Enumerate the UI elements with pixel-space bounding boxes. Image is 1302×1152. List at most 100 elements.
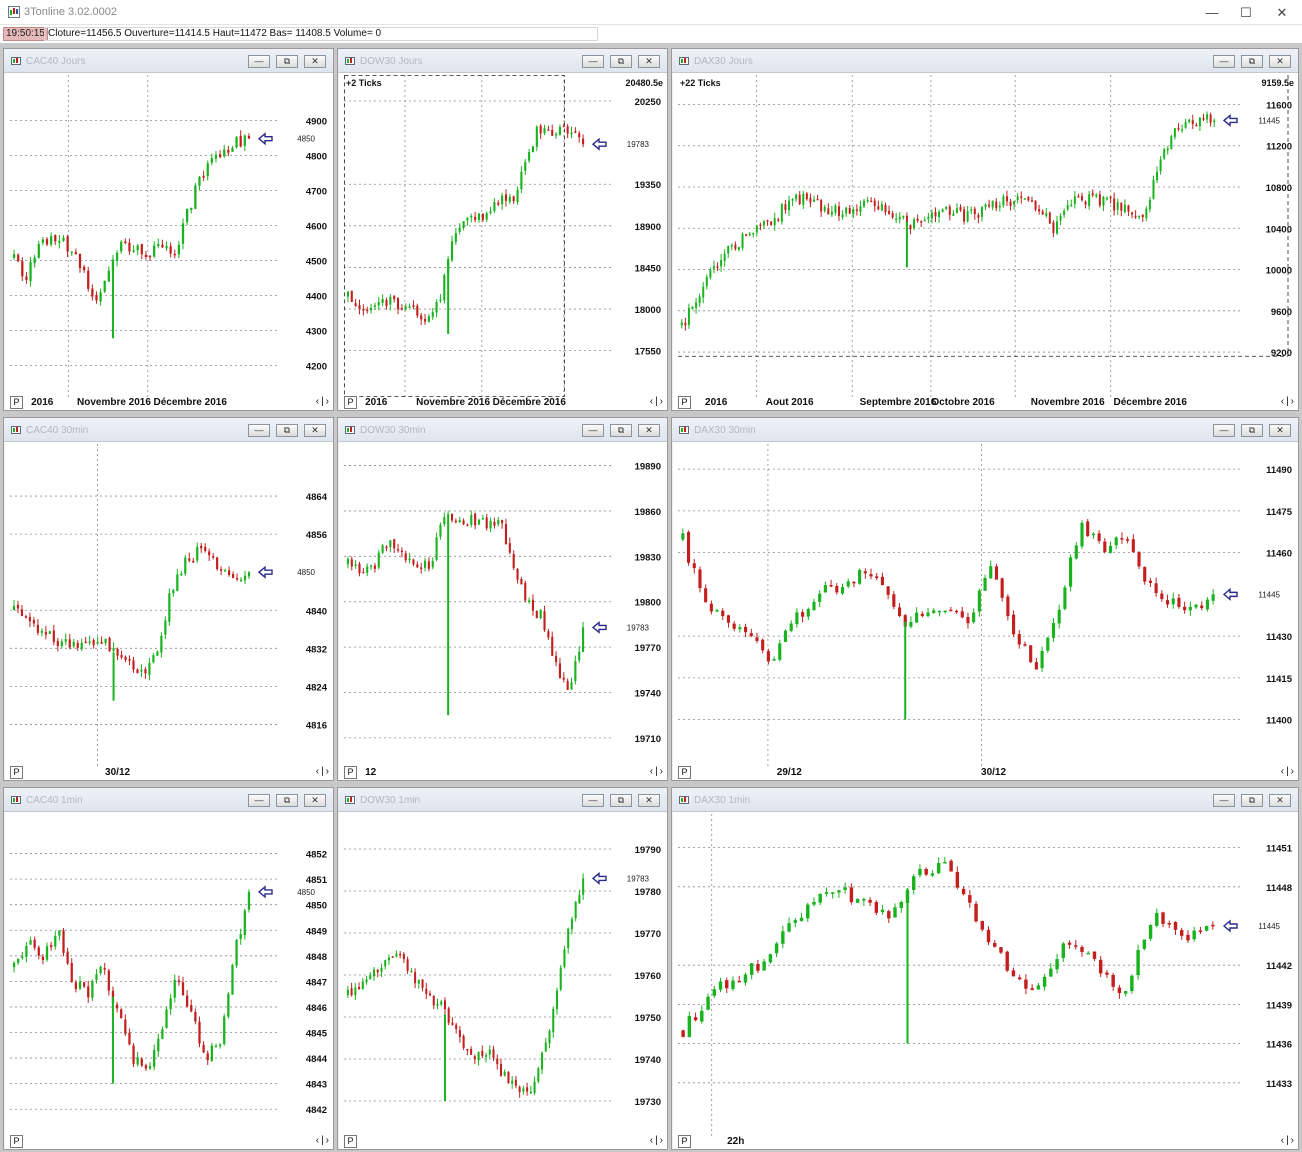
scroll-navigation-icon[interactable]: ‹|› bbox=[315, 1135, 331, 1146]
restore-window-button[interactable]: ⧉ bbox=[1241, 424, 1263, 437]
candle bbox=[1055, 221, 1058, 234]
candle bbox=[1081, 196, 1083, 201]
minimize-window-button[interactable]: — bbox=[582, 794, 604, 807]
candle bbox=[497, 520, 500, 525]
period-button[interactable]: P bbox=[344, 766, 357, 779]
chart-window-cac40-1min[interactable]: CAC40 1min — ⧉ ✕ 4842 4843 4844 4845 4846 4847 484… bbox=[3, 787, 334, 1150]
chart-window-header[interactable]: DOW30 1min — ⧉ ✕ bbox=[338, 788, 667, 812]
minimize-window-button[interactable]: — bbox=[248, 424, 270, 437]
scroll-navigation-icon[interactable]: ‹|› bbox=[649, 1135, 665, 1146]
candle bbox=[247, 135, 251, 139]
candle bbox=[1061, 943, 1066, 959]
minimize-window-button[interactable]: — bbox=[1213, 424, 1235, 437]
minimize-window-button[interactable]: — bbox=[248, 794, 270, 807]
period-button[interactable]: P bbox=[10, 766, 23, 779]
candle bbox=[380, 967, 383, 972]
close-window-button[interactable]: ✕ bbox=[638, 55, 660, 68]
scroll-navigation-icon[interactable]: ‹|› bbox=[315, 766, 331, 777]
clock: 19:50:15 bbox=[3, 27, 48, 41]
candle bbox=[1038, 209, 1041, 212]
period-button[interactable]: P bbox=[344, 396, 357, 409]
minimize-window-button[interactable]: — bbox=[248, 55, 270, 68]
candle bbox=[16, 604, 20, 609]
chart-window-dow30-30min[interactable]: DOW30 30min — ⧉ ✕ 19710 19740 19770 19800 19830 1… bbox=[337, 417, 668, 781]
chart-window-header[interactable]: CAC40 30min — ⧉ ✕ bbox=[4, 418, 333, 442]
candle bbox=[720, 259, 723, 267]
chart-window-header[interactable]: DOW30 30min — ⧉ ✕ bbox=[338, 418, 667, 442]
minimize-window-button[interactable]: — bbox=[1213, 55, 1235, 68]
minimize-window-button[interactable]: — bbox=[1213, 794, 1235, 807]
candle bbox=[140, 669, 143, 672]
chart-window-dax30-daily[interactable]: DAX30 Jours — ⧉ ✕ 9200 9600 10000 10400 10800 112… bbox=[671, 48, 1299, 411]
chart-window-cac40-30min[interactable]: CAC40 30min — ⧉ ✕ 4816 4824 4832 4840 4856 4864 48… bbox=[3, 417, 334, 781]
close-window-button[interactable]: ✕ bbox=[1269, 55, 1291, 68]
candle bbox=[350, 559, 353, 567]
candlestick-chart-dax30-daily[interactable]: 9200 9600 10000 10400 10800 11200 11600 +22 Tic… bbox=[678, 75, 1298, 397]
scroll-navigation-icon[interactable]: ‹|› bbox=[1280, 396, 1296, 407]
candlestick-chart-dow30-1min[interactable]: 19730 19740 19750 19760 19770 19780 19790 19783 bbox=[344, 814, 667, 1136]
close-window-button[interactable]: ✕ bbox=[638, 424, 660, 437]
chart-window-header[interactable]: DOW30 Jours — ⧉ ✕ bbox=[338, 49, 667, 73]
scroll-navigation-icon[interactable]: ‹|› bbox=[649, 766, 665, 777]
maximize-button[interactable]: ☐ bbox=[1240, 5, 1252, 20]
period-button[interactable]: P bbox=[678, 396, 691, 409]
close-button[interactable]: ✕ bbox=[1276, 5, 1288, 20]
candle bbox=[504, 524, 508, 545]
chart-window-cac40-daily[interactable]: CAC40 Jours — ⧉ ✕ 4200 4300 4400 4500 4600 4700 48… bbox=[3, 48, 334, 411]
period-button[interactable]: P bbox=[678, 1135, 691, 1148]
candle bbox=[488, 1049, 491, 1055]
scroll-navigation-icon[interactable]: ‹|› bbox=[315, 396, 331, 407]
scroll-navigation-icon[interactable]: ‹|› bbox=[649, 396, 665, 407]
candle bbox=[152, 655, 155, 663]
period-button[interactable]: P bbox=[10, 1135, 23, 1148]
period-button[interactable]: P bbox=[344, 1135, 357, 1148]
period-button[interactable]: P bbox=[10, 396, 23, 409]
chart-window-header[interactable]: DAX30 30min — ⧉ ✕ bbox=[672, 418, 1298, 442]
candle bbox=[1134, 215, 1137, 218]
candlestick-chart-cac40-1min[interactable]: 4842 4843 4844 4845 4846 4847 4848 4849 4850 4851… bbox=[10, 814, 333, 1136]
candle bbox=[66, 951, 69, 964]
close-window-button[interactable]: ✕ bbox=[304, 55, 326, 68]
close-window-button[interactable]: ✕ bbox=[304, 794, 326, 807]
minimize-window-button[interactable]: — bbox=[582, 55, 604, 68]
price-tick-label: 4849 bbox=[306, 926, 327, 937]
candle bbox=[369, 307, 373, 311]
close-window-button[interactable]: ✕ bbox=[638, 794, 660, 807]
close-window-button[interactable]: ✕ bbox=[1269, 794, 1291, 807]
restore-window-button[interactable]: ⧉ bbox=[1241, 794, 1263, 807]
chart-window-header[interactable]: CAC40 1min — ⧉ ✕ bbox=[4, 788, 333, 812]
restore-window-button[interactable]: ⧉ bbox=[276, 424, 298, 437]
candle bbox=[884, 205, 887, 213]
candle bbox=[1049, 968, 1053, 977]
close-window-button[interactable]: ✕ bbox=[304, 424, 326, 437]
candle bbox=[474, 216, 477, 220]
scroll-navigation-icon[interactable]: ‹|› bbox=[1280, 766, 1296, 777]
chart-window-dax30-30min[interactable]: DAX30 30min — ⧉ ✕ 11400 11415 11430 11460 11475 1… bbox=[671, 417, 1299, 781]
candlestick-chart-cac40-daily[interactable]: 4200 4300 4400 4500 4600 4700 4800 4900 4850 bbox=[10, 75, 333, 397]
chart-window-dax30-1min[interactable]: DAX30 1min — ⧉ ✕ 11433 11436 11439 11442 11448 11… bbox=[671, 787, 1299, 1150]
minimize-button[interactable]: — bbox=[1205, 5, 1219, 20]
close-window-button[interactable]: ✕ bbox=[1269, 424, 1291, 437]
chart-window-header[interactable]: CAC40 Jours — ⧉ ✕ bbox=[4, 49, 333, 73]
period-button[interactable]: P bbox=[678, 766, 691, 779]
chart-window-header[interactable]: DAX30 1min — ⧉ ✕ bbox=[672, 788, 1298, 812]
candle bbox=[1138, 215, 1141, 218]
candlestick-chart-dax30-1min[interactable]: 11433 11436 11439 11442 11448 11451 11445 bbox=[678, 814, 1298, 1136]
restore-window-button[interactable]: ⧉ bbox=[1241, 55, 1263, 68]
candlestick-chart-cac40-30min[interactable]: 4816 4824 4832 4840 4856 4864 4850 bbox=[10, 444, 333, 767]
candle bbox=[943, 862, 947, 864]
candlestick-chart-dax30-30min[interactable]: 11400 11415 11430 11460 11475 11490 11445 bbox=[678, 444, 1298, 767]
restore-window-button[interactable]: ⧉ bbox=[276, 794, 298, 807]
restore-window-button[interactable]: ⧉ bbox=[610, 55, 632, 68]
chart-window-dow30-1min[interactable]: DOW30 1min — ⧉ ✕ 19730 19740 19750 19760 19770 19… bbox=[337, 787, 668, 1150]
chart-window-header[interactable]: DAX30 Jours — ⧉ ✕ bbox=[672, 49, 1298, 73]
restore-window-button[interactable]: ⧉ bbox=[276, 55, 298, 68]
candlestick-chart-dow30-daily[interactable]: 17550 18000 18450 18900 19350 20250 +2 Ticks 20… bbox=[344, 75, 667, 397]
candlestick-chart-dow30-30min[interactable]: 19710 19740 19770 19800 19830 19860 19890 19783 bbox=[344, 444, 667, 767]
restore-window-button[interactable]: ⧉ bbox=[610, 424, 632, 437]
minimize-window-button[interactable]: — bbox=[582, 424, 604, 437]
chart-window-dow30-daily[interactable]: DOW30 Jours — ⧉ ✕ 17550 18000 18450 18900 19350 2… bbox=[337, 48, 668, 411]
candle bbox=[1105, 972, 1109, 975]
restore-window-button[interactable]: ⧉ bbox=[610, 794, 632, 807]
scroll-navigation-icon[interactable]: ‹|› bbox=[1280, 1135, 1296, 1146]
